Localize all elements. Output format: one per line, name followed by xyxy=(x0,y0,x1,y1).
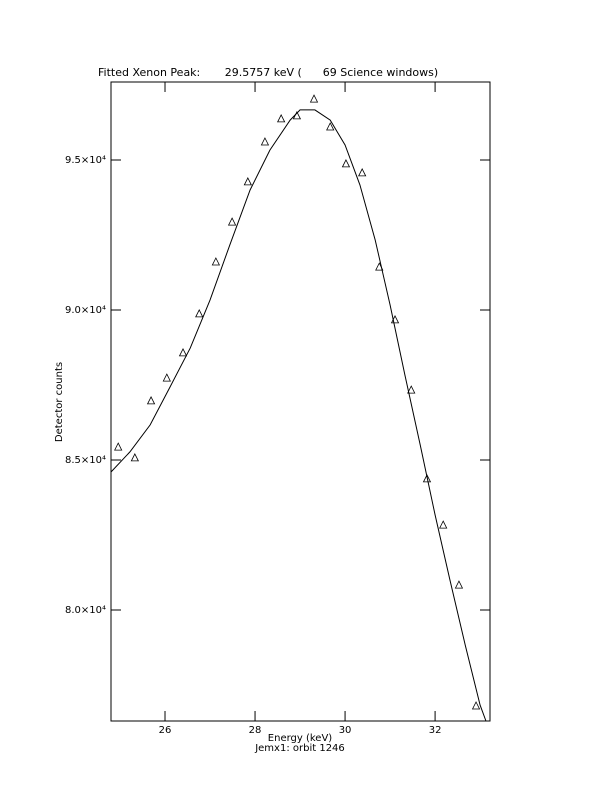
data-point xyxy=(130,453,140,462)
data-point xyxy=(260,137,270,146)
plot-frame xyxy=(110,81,491,722)
data-point xyxy=(276,114,286,123)
data-point xyxy=(162,373,171,382)
y-axis-label: Detector counts xyxy=(54,362,65,442)
x-tick-label: 26 xyxy=(159,725,172,736)
data-point xyxy=(178,348,188,357)
x-tick-label: 30 xyxy=(339,725,352,736)
data-point xyxy=(326,122,335,131)
y-tick-label: 8.0×10⁴ xyxy=(65,605,106,616)
data-point xyxy=(454,580,464,589)
data-point xyxy=(243,177,252,186)
x-tick-label: 28 xyxy=(249,725,262,736)
data-point xyxy=(309,94,319,103)
fit-curve xyxy=(110,109,487,722)
data-point xyxy=(407,385,416,394)
chart-title: Fitted Xenon Peak: 29.5757 keV ( 69 Scie… xyxy=(98,66,438,79)
subtitle: Jemx1: orbit 1246 xyxy=(254,743,345,754)
data-point xyxy=(211,257,221,266)
data-point xyxy=(227,217,237,226)
data-point xyxy=(358,168,367,177)
data-point xyxy=(195,309,204,318)
x-axis-label: Energy (keV) xyxy=(268,733,333,744)
data-point xyxy=(341,159,351,168)
data-point xyxy=(422,474,432,483)
y-tick-label: 9.0×10⁴ xyxy=(65,305,106,316)
data-point xyxy=(471,701,481,710)
data-point xyxy=(114,442,123,451)
y-tick-label: 8.5×10⁴ xyxy=(65,455,106,466)
x-tick-label: 32 xyxy=(429,725,442,736)
data-point xyxy=(146,396,156,405)
data-point xyxy=(439,520,448,529)
y-tick-label: 9.5×10⁴ xyxy=(65,155,106,166)
